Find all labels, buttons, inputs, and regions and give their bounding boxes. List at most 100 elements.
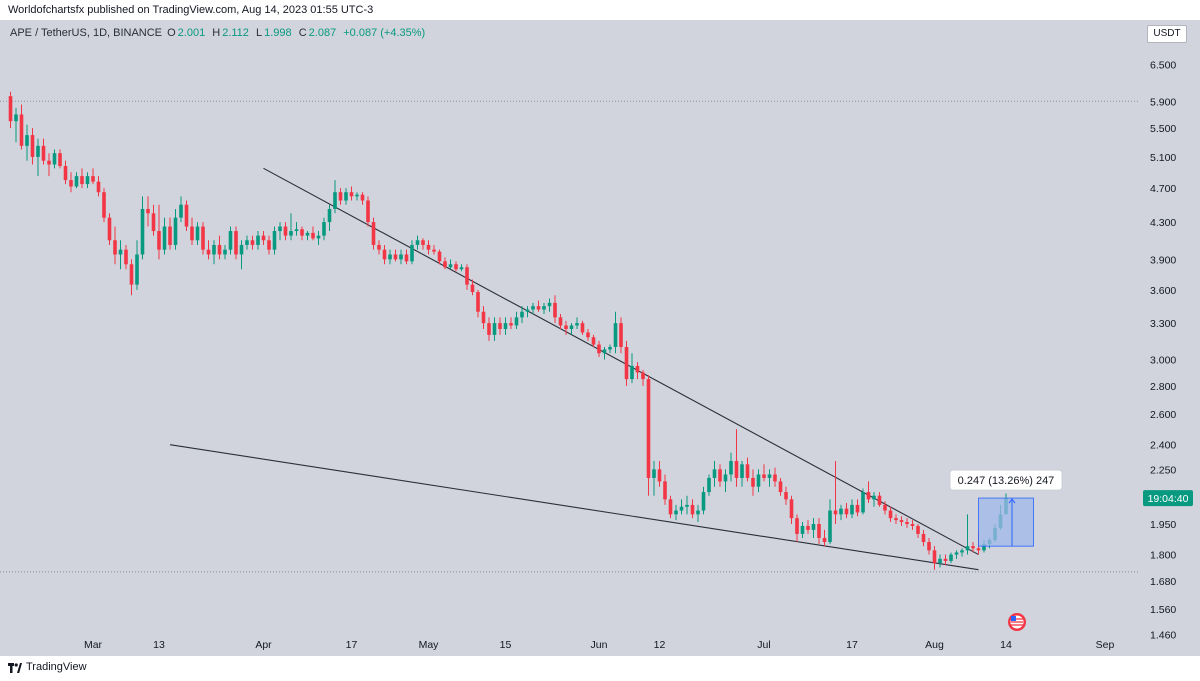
- candle-body: [195, 226, 200, 241]
- candle-body: [855, 504, 860, 513]
- candle-65: [366, 196, 370, 227]
- candle-body: [52, 153, 57, 165]
- candle-174: [965, 514, 970, 555]
- candle-body: [250, 240, 255, 245]
- candle-body: [272, 231, 277, 250]
- candle-body: [437, 251, 442, 262]
- candle-38: [217, 235, 222, 260]
- candle-body: [602, 349, 607, 354]
- candle-100: [558, 313, 563, 329]
- candle-51: [289, 213, 293, 241]
- candle-125: [696, 504, 700, 523]
- candle-body: [740, 464, 744, 478]
- candle-body: [113, 240, 117, 255]
- candle-105: [586, 328, 590, 341]
- plot-area[interactable]: [0, 20, 1200, 656]
- candle-6: [41, 138, 46, 165]
- candle-body: [228, 231, 233, 250]
- candle-72: [404, 249, 409, 265]
- y-tick-label-4: 5.100: [1150, 152, 1176, 164]
- candle-body: [327, 208, 332, 223]
- candle-107: [597, 340, 601, 357]
- candle-111: [619, 317, 623, 354]
- y-tick-label-5: 4.700: [1150, 183, 1176, 195]
- candle-4: [30, 128, 35, 165]
- candle-67: [377, 240, 381, 255]
- candle-148: [822, 529, 827, 547]
- y-tick-label-13: 2.400: [1150, 440, 1176, 452]
- candle-97: [542, 302, 546, 314]
- candle-137: [762, 464, 766, 482]
- candle-body: [932, 550, 937, 564]
- candle-body: [388, 254, 392, 260]
- x-tick-label-0: Mar: [84, 639, 103, 651]
- candle-90: [503, 317, 508, 335]
- candle-body: [41, 145, 46, 161]
- y-tick-label-8: 3.600: [1150, 285, 1176, 297]
- candle-body: [982, 544, 986, 551]
- candle-body: [520, 311, 524, 318]
- candle-163: [905, 518, 909, 528]
- candle-body: [558, 317, 563, 326]
- candle-body: [905, 522, 909, 524]
- candle-body: [151, 213, 156, 232]
- candle-body: [129, 264, 134, 285]
- candle-body: [316, 235, 321, 239]
- trendline-0[interactable]: [263, 167, 979, 556]
- candle-body: [8, 96, 13, 122]
- y-tick-label-17: 1.680: [1150, 576, 1176, 588]
- candle-104: [580, 320, 585, 335]
- candle-body: [580, 323, 585, 333]
- candle-0: [8, 91, 13, 129]
- candle-body: [509, 323, 513, 326]
- candle-body: [393, 254, 398, 260]
- candle-body: [613, 323, 618, 348]
- candle-25: [146, 196, 150, 227]
- candle-173: [960, 548, 964, 557]
- candle-45: [256, 231, 260, 250]
- candle-body: [173, 217, 178, 245]
- candle-112: [624, 340, 629, 386]
- candle-64: [360, 192, 365, 205]
- candle-159: [883, 501, 887, 515]
- candle-body: [784, 492, 788, 500]
- candle-165: [916, 523, 920, 538]
- y-tick-label-9: 3.300: [1150, 318, 1176, 330]
- x-tick-label-7: 12: [654, 639, 666, 651]
- candle-body: [492, 323, 497, 335]
- y-tick-label-18: 1.560: [1150, 604, 1176, 616]
- candle-35: [201, 222, 205, 255]
- candle-113: [630, 353, 634, 384]
- candle-body: [118, 249, 123, 255]
- candle-body: [234, 231, 238, 255]
- trendline-1[interactable]: [169, 444, 979, 571]
- y-tick-label-6: 4.300: [1150, 217, 1176, 229]
- candle-body: [404, 254, 409, 262]
- candle-102: [569, 323, 574, 335]
- candle-body: [690, 504, 695, 515]
- candle-body: [674, 510, 678, 515]
- measure-box[interactable]: [978, 497, 1034, 547]
- candle-8: [52, 149, 57, 169]
- candle-170: [943, 554, 948, 566]
- symbol-name: APE / TetherUS, 1D, BINANCE: [10, 27, 163, 39]
- currency-button[interactable]: USDT: [1147, 25, 1187, 43]
- candle-body: [360, 194, 365, 201]
- price-axis-bg[interactable]: [1140, 20, 1200, 656]
- candle-161: [894, 514, 898, 524]
- dotted-levels: [0, 100, 1140, 573]
- candle-81: [454, 261, 458, 272]
- measure-label-box: [949, 469, 1063, 491]
- candle-13: [80, 168, 84, 189]
- candle-101: [564, 320, 568, 335]
- candle-117: [652, 460, 656, 496]
- candle-body: [800, 525, 805, 534]
- candle-body: [685, 504, 689, 507]
- candle-body: [773, 474, 777, 482]
- candle-27: [157, 204, 161, 260]
- close-label: C: [298, 27, 307, 39]
- candle-body: [531, 306, 535, 310]
- candle-16: [96, 176, 101, 197]
- candle-154: [855, 499, 860, 517]
